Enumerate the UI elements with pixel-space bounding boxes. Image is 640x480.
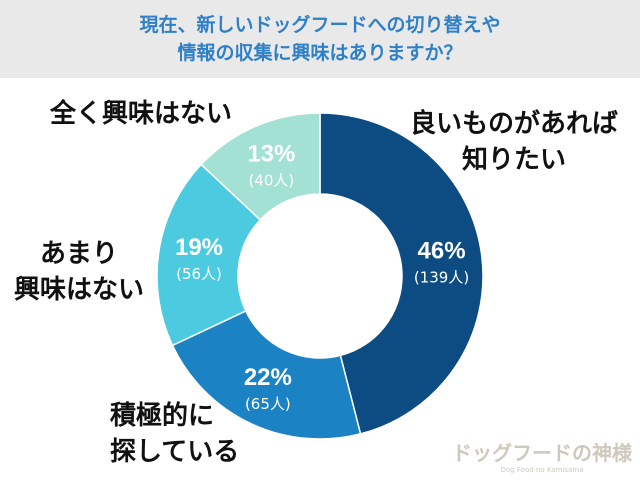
slice-1 (171, 309, 362, 440)
category-label-3: 全く興味はない (50, 99, 233, 129)
slice-2 (156, 163, 262, 347)
percent-label-3: 13% (247, 141, 295, 168)
title-line-2: 情報の収集に興味はありますか？ (177, 42, 463, 64)
count-label-0: (139人) (414, 269, 469, 287)
percent-label-0: 46% (418, 238, 466, 265)
count-label-3: (40人) (248, 172, 294, 190)
slice-3 (200, 112, 321, 221)
category-label-1: 積極的に 探している (110, 401, 240, 467)
slice-0 (319, 112, 484, 435)
title-line-1: 現在、新しいドッグフードへの切り替えや (139, 14, 501, 36)
chart-title: 現在、新しいドッグフードへの切り替えや 情報の収集に興味はありますか？ (0, 0, 640, 78)
category-label-2: あまり 興味はない (14, 239, 145, 305)
count-label-1: (65人) (245, 395, 291, 413)
percent-label-2: 19% (175, 234, 223, 261)
percent-label-1: 22% (244, 364, 292, 391)
count-label-2: (56人) (176, 265, 222, 283)
category-label-0: 良いものがあれば 知りたい (410, 109, 619, 175)
logo: ドッグフードの神様 Dog Food no Kamisama (452, 441, 632, 474)
